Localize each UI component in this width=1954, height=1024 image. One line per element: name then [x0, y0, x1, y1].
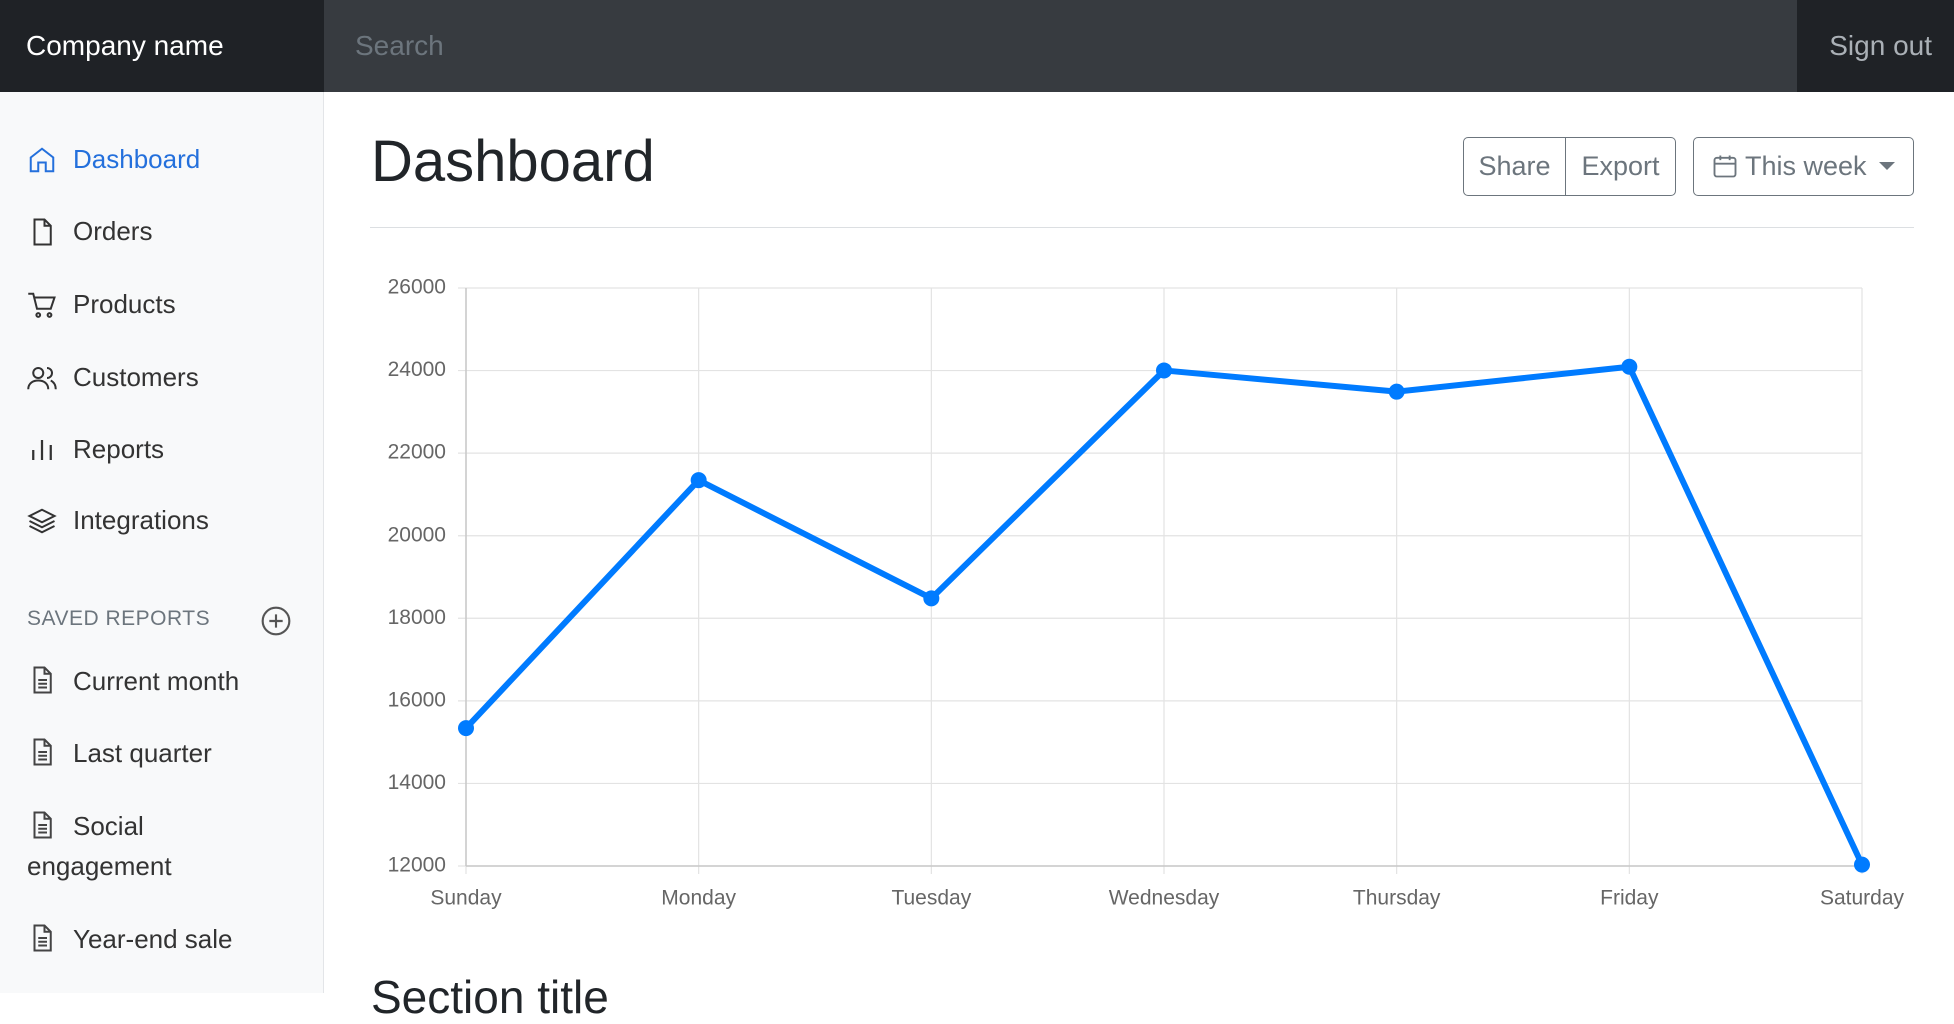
x-tick-label: Sunday — [430, 887, 502, 910]
x-tick-label: Wednesday — [1109, 887, 1220, 910]
chart: 12000 14000 16000 18000 20000 22000 24000 26000… — [388, 276, 1905, 910]
point — [690, 472, 707, 489]
nav-label: Integrations — [73, 505, 209, 535]
nav-item[interactable]: Dashboard — [27, 144, 200, 175]
icon — [28, 292, 56, 318]
y-tick-label: 20000 — [388, 523, 446, 546]
saved-reports-heading: SAVED REPORTS — [27, 607, 211, 630]
nav-label: Products — [73, 289, 176, 319]
point — [923, 590, 940, 607]
nav-label: Reports — [73, 434, 165, 464]
icon — [27, 508, 57, 533]
saved-report[interactable]: Year-end sale — [27, 919, 272, 959]
icon — [27, 366, 57, 389]
y-tick-label: 14000 — [388, 771, 446, 794]
x-tick-label: Tuesday — [891, 887, 971, 910]
calendar-icon — [1713, 155, 1737, 178]
brand[interactable]: Company name — [0, 0, 324, 92]
saved-report[interactable]: Current month — [27, 661, 272, 701]
saved-report-label: Last quarter — [73, 738, 212, 768]
nav-item[interactable]: Products — [27, 289, 176, 320]
sign-out[interactable]: Sign out — [1797, 0, 1954, 92]
y-tick-label: 18000 — [388, 606, 446, 629]
section-title: Section title — [371, 971, 609, 1023]
nav-label: Orders — [73, 216, 153, 246]
period-label: This week — [1745, 151, 1867, 181]
y-tick-label: 16000 — [388, 688, 446, 711]
icon — [33, 666, 52, 694]
point — [1156, 362, 1172, 379]
saved-report[interactable]: Last quarter — [27, 733, 272, 773]
point — [1388, 383, 1405, 400]
point — [1621, 358, 1638, 375]
icon — [29, 146, 55, 172]
x-tick-label: Friday — [1600, 887, 1659, 910]
nav-label: Dashboard — [73, 144, 201, 174]
page-title: Dashboard — [371, 129, 655, 194]
point — [1854, 856, 1870, 873]
x-tick-label: Monday — [661, 887, 736, 910]
icon — [33, 738, 52, 766]
y-tick-label: 24000 — [388, 358, 446, 381]
y-tick-label: 12000 — [388, 854, 446, 877]
saved-report-label: Social engagement — [27, 811, 172, 881]
nav-item[interactable]: Reports — [27, 434, 164, 465]
sidebar: Dashboard Orders Products Customers Repo… — [0, 92, 324, 993]
export-button[interactable]: Export — [1565, 137, 1676, 196]
icon — [33, 218, 52, 245]
saved-report-label: Current month — [73, 666, 240, 696]
nav-item[interactable]: Orders — [27, 216, 152, 247]
saved-report[interactable]: Social engagement — [27, 806, 272, 886]
icon — [32, 439, 52, 460]
divider — [370, 227, 1914, 228]
y-tick-label: 26000 — [388, 276, 446, 299]
caret — [1879, 162, 1895, 170]
x-tick-label: Thursday — [1353, 887, 1441, 910]
add-report-button[interactable] — [260, 605, 292, 637]
nav-label: Customers — [73, 362, 199, 392]
icon — [33, 811, 52, 839]
period-dropdown[interactable]: This week — [1693, 137, 1914, 196]
search-input[interactable]: Search — [324, 0, 1797, 92]
icon — [33, 924, 52, 952]
x-tick-label: Saturday — [1820, 887, 1905, 910]
nav-item[interactable]: Integrations — [27, 505, 209, 536]
nav-item[interactable]: Customers — [27, 362, 199, 393]
saved-report-label: Year-end sale — [73, 924, 233, 954]
y-tick-label: 22000 — [388, 441, 446, 464]
point — [458, 720, 474, 737]
